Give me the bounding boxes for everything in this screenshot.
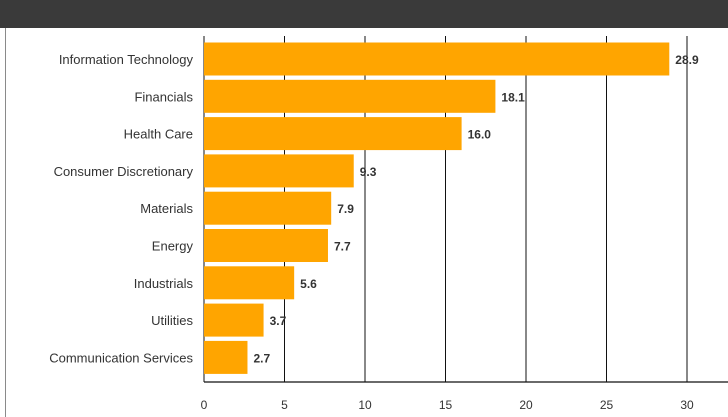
x-axis: 0 5 10 15 20 25 30 bbox=[201, 381, 728, 412]
x-tick-label: 20 bbox=[519, 398, 533, 412]
value-label: 18.1 bbox=[501, 90, 525, 104]
bar-communication-services bbox=[204, 340, 248, 374]
bar-consumer-discretionary bbox=[204, 154, 354, 188]
x-tick-label: 10 bbox=[358, 398, 372, 412]
value-label: 28.9 bbox=[675, 53, 699, 67]
value-label: 5.6 bbox=[300, 277, 317, 291]
category-label: Energy bbox=[152, 239, 194, 254]
value-label: 9.3 bbox=[360, 165, 377, 179]
value-label: 2.7 bbox=[253, 351, 270, 365]
category-label: Consumer Discretionary bbox=[54, 164, 194, 179]
x-tick-label: 15 bbox=[439, 398, 453, 412]
value-label: 16.0 bbox=[468, 128, 492, 142]
category-label: Industrials bbox=[134, 276, 194, 291]
bar-energy bbox=[204, 229, 328, 262]
value-label: 3.7 bbox=[270, 314, 287, 328]
value-label: 7.7 bbox=[334, 240, 351, 254]
chart-header-bar bbox=[0, 0, 728, 28]
value-label: 7.9 bbox=[337, 202, 354, 216]
bar-information-technology bbox=[204, 42, 670, 76]
bar-materials bbox=[204, 191, 332, 225]
bar-financials bbox=[204, 79, 496, 113]
category-label: Communication Services bbox=[49, 350, 193, 365]
bar-utilities bbox=[204, 303, 264, 337]
category-label: Materials bbox=[140, 201, 193, 216]
x-tick-label: 25 bbox=[600, 398, 614, 412]
category-label: Financials bbox=[134, 89, 193, 104]
x-tick-label: 30 bbox=[680, 398, 694, 412]
bars bbox=[204, 42, 670, 374]
labels: Information Technology 28.9 Financials 18.1… bbox=[49, 52, 699, 365]
category-label: Health Care bbox=[124, 127, 193, 142]
bar-health-care bbox=[204, 117, 462, 151]
x-tick-label: 0 bbox=[201, 398, 208, 412]
x-tick-label: 5 bbox=[281, 398, 288, 412]
category-label: Information Technology bbox=[59, 52, 194, 67]
bar-industrials bbox=[204, 266, 295, 300]
category-label: Utilities bbox=[151, 313, 193, 328]
